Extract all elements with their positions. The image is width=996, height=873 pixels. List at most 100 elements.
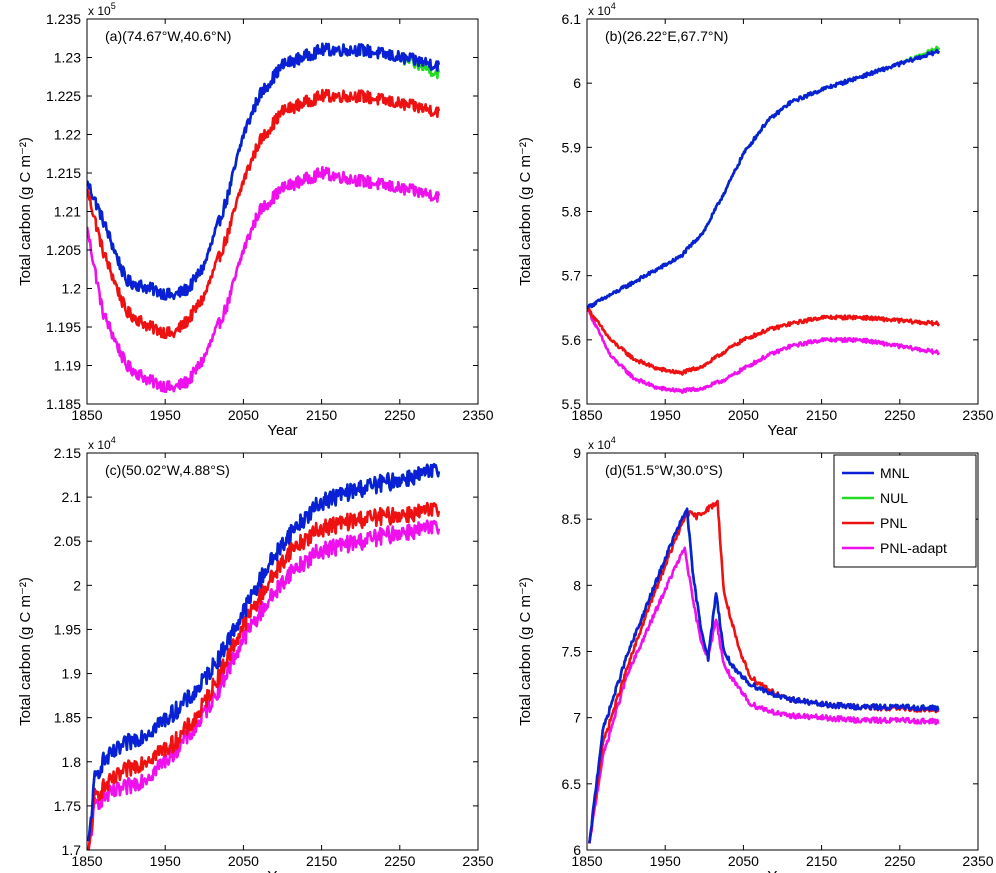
x-tick-label: 1950 bbox=[650, 853, 681, 869]
x-tick-label: 2350 bbox=[462, 407, 493, 423]
y-tick-label: 1.21 bbox=[54, 204, 81, 220]
x-tick-label: 2150 bbox=[306, 853, 337, 869]
series-line-pnl-adapt bbox=[87, 165, 441, 394]
y-axis-label: Total carbon (g C m⁻²) bbox=[17, 137, 34, 286]
y-tick-label: 6 bbox=[573, 75, 581, 91]
series-line-pnl bbox=[87, 88, 441, 340]
y-tick-label: 1.19 bbox=[54, 358, 81, 374]
series-line-pnl-adapt bbox=[87, 519, 441, 850]
y-axis-label: Total carbon (g C m⁻²) bbox=[517, 577, 534, 726]
y-exponent-label: x 104 bbox=[88, 435, 116, 452]
series-line-pnl-adapt bbox=[587, 307, 941, 395]
legend: MNL NUL PNL PNL-adapt bbox=[833, 454, 977, 568]
y-tick-label: 2.15 bbox=[54, 445, 81, 461]
y-exponent-power: 4 bbox=[111, 435, 116, 445]
y-tick-label: 8 bbox=[573, 577, 581, 593]
y-tick-label: 1.225 bbox=[46, 88, 81, 104]
y-tick-label: 6 bbox=[573, 842, 581, 858]
x-tick-label: 2250 bbox=[384, 407, 415, 423]
y-tick-label: 1.75 bbox=[54, 798, 81, 814]
y-tick-label: 1.23 bbox=[54, 50, 81, 66]
series-line-pnl bbox=[587, 306, 941, 376]
y-exponent-label: x 104 bbox=[588, 1, 616, 18]
y-tick-label: 1.85 bbox=[54, 710, 81, 726]
x-tick-label: 2250 bbox=[884, 407, 915, 423]
x-tick-label: 2350 bbox=[962, 853, 993, 869]
y-tick-label: 1.215 bbox=[46, 165, 81, 181]
y-tick-label: 5.5 bbox=[562, 396, 582, 412]
legend-label-nul: NUL bbox=[880, 490, 908, 506]
x-tick-label: 2250 bbox=[884, 853, 915, 869]
y-tick-label: 1.22 bbox=[54, 127, 81, 143]
y-tick-label: 1.195 bbox=[46, 319, 81, 335]
panel-label: (a)(74.67°W,40.6°N) bbox=[105, 28, 231, 44]
y-tick-label: 1.185 bbox=[46, 396, 81, 412]
x-tick-label: 1850 bbox=[571, 407, 602, 423]
plot-area bbox=[587, 19, 978, 404]
y-tick-label: 2.05 bbox=[54, 533, 81, 549]
x-tick-label: 1850 bbox=[571, 853, 602, 869]
x-axis-label: Year bbox=[767, 422, 797, 439]
y-tick-label: 2 bbox=[73, 577, 81, 593]
panel-d: 1850 1950 2050 2150 2250 2350 6 6.5 7 7.5 8 8.5 9 x 1… bbox=[517, 435, 994, 873]
y-tick-label: 1.9 bbox=[62, 666, 82, 682]
x-tick-label: 1950 bbox=[150, 853, 181, 869]
y-tick-label: 1.8 bbox=[62, 754, 82, 770]
series-line-pnl-adapt bbox=[588, 546, 940, 844]
y-exponent-power: 5 bbox=[111, 1, 116, 11]
panel-b: 1850 1950 2050 2150 2250 2350 5.5 5.6 5.7 5.8 5.9 6… bbox=[517, 1, 994, 439]
x-tick-label: 1850 bbox=[71, 407, 102, 423]
panel-label: (b)(26.22°E,67.7°N) bbox=[605, 28, 728, 44]
y-tick-label: 1.95 bbox=[54, 621, 81, 637]
plot-area bbox=[87, 19, 478, 404]
y-tick-label: 9 bbox=[573, 445, 581, 461]
y-tick-label: 5.9 bbox=[562, 139, 582, 155]
y-tick-label: 6.1 bbox=[562, 11, 582, 27]
x-tick-label: 2050 bbox=[228, 853, 259, 869]
y-axis-label: Total carbon (g C m⁻²) bbox=[17, 577, 34, 726]
y-tick-label: 7 bbox=[573, 710, 581, 726]
x-tick-label: 2250 bbox=[384, 853, 415, 869]
x-tick-label: 2050 bbox=[228, 407, 259, 423]
x-tick-label: 2150 bbox=[806, 407, 837, 423]
legend-label-pnl: PNL bbox=[880, 515, 907, 531]
x-tick-label: 2150 bbox=[806, 853, 837, 869]
x-axis-label: Year bbox=[267, 868, 297, 873]
y-tick-label: 1.235 bbox=[46, 11, 81, 27]
series-line-mnl bbox=[87, 42, 441, 301]
x-tick-label: 1950 bbox=[150, 407, 181, 423]
y-exponent-label: x 105 bbox=[88, 1, 116, 18]
series-line-mnl bbox=[587, 48, 941, 309]
y-tick-label: 7.5 bbox=[562, 644, 582, 660]
panel-label: (d)(51.5°W,30.0°S) bbox=[605, 462, 723, 478]
panel-label: (c)(50.02°W,4.88°S) bbox=[105, 462, 230, 478]
x-tick-label: 1850 bbox=[71, 853, 102, 869]
panel-c: 1850 1950 2050 2150 2250 2350 1.7 1.75 1.8 1.85 1.… bbox=[17, 435, 494, 873]
x-axis-label: Year bbox=[267, 422, 297, 439]
y-exponent-power: 4 bbox=[611, 435, 616, 445]
axes-frame bbox=[86, 452, 479, 851]
y-tick-label: 6.5 bbox=[562, 776, 582, 792]
y-tick-label: 5.8 bbox=[562, 204, 582, 220]
series-line-mnl bbox=[588, 507, 940, 844]
y-exponent-label: x 104 bbox=[588, 435, 616, 452]
x-tick-label: 2050 bbox=[728, 853, 759, 869]
x-tick-label: 2050 bbox=[728, 407, 759, 423]
x-tick-label: 2350 bbox=[962, 407, 993, 423]
y-tick-label: 5.6 bbox=[562, 332, 582, 348]
y-tick-label: 5.7 bbox=[562, 268, 582, 284]
series-line-pnl bbox=[87, 501, 441, 850]
y-tick-label: 2.1 bbox=[62, 489, 82, 505]
y-tick-label: 1.205 bbox=[46, 242, 81, 258]
legend-label-pnl-adapt: PNL-adapt bbox=[880, 540, 947, 556]
series-line-mnl bbox=[87, 462, 441, 842]
panel-a: 1850 1950 2050 2150 2250 2350 1.185 1.19 1.195 1.… bbox=[17, 1, 494, 439]
y-tick-label: 8.5 bbox=[562, 511, 582, 527]
y-axis-label: Total carbon (g C m⁻²) bbox=[517, 137, 534, 286]
x-tick-label: 2150 bbox=[306, 407, 337, 423]
x-tick-label: 1950 bbox=[650, 407, 681, 423]
legend-label-mnl: MNL bbox=[880, 465, 910, 481]
y-tick-label: 1.7 bbox=[62, 842, 82, 858]
y-tick-label: 1.2 bbox=[62, 281, 82, 297]
x-axis-label: Year bbox=[767, 868, 797, 873]
